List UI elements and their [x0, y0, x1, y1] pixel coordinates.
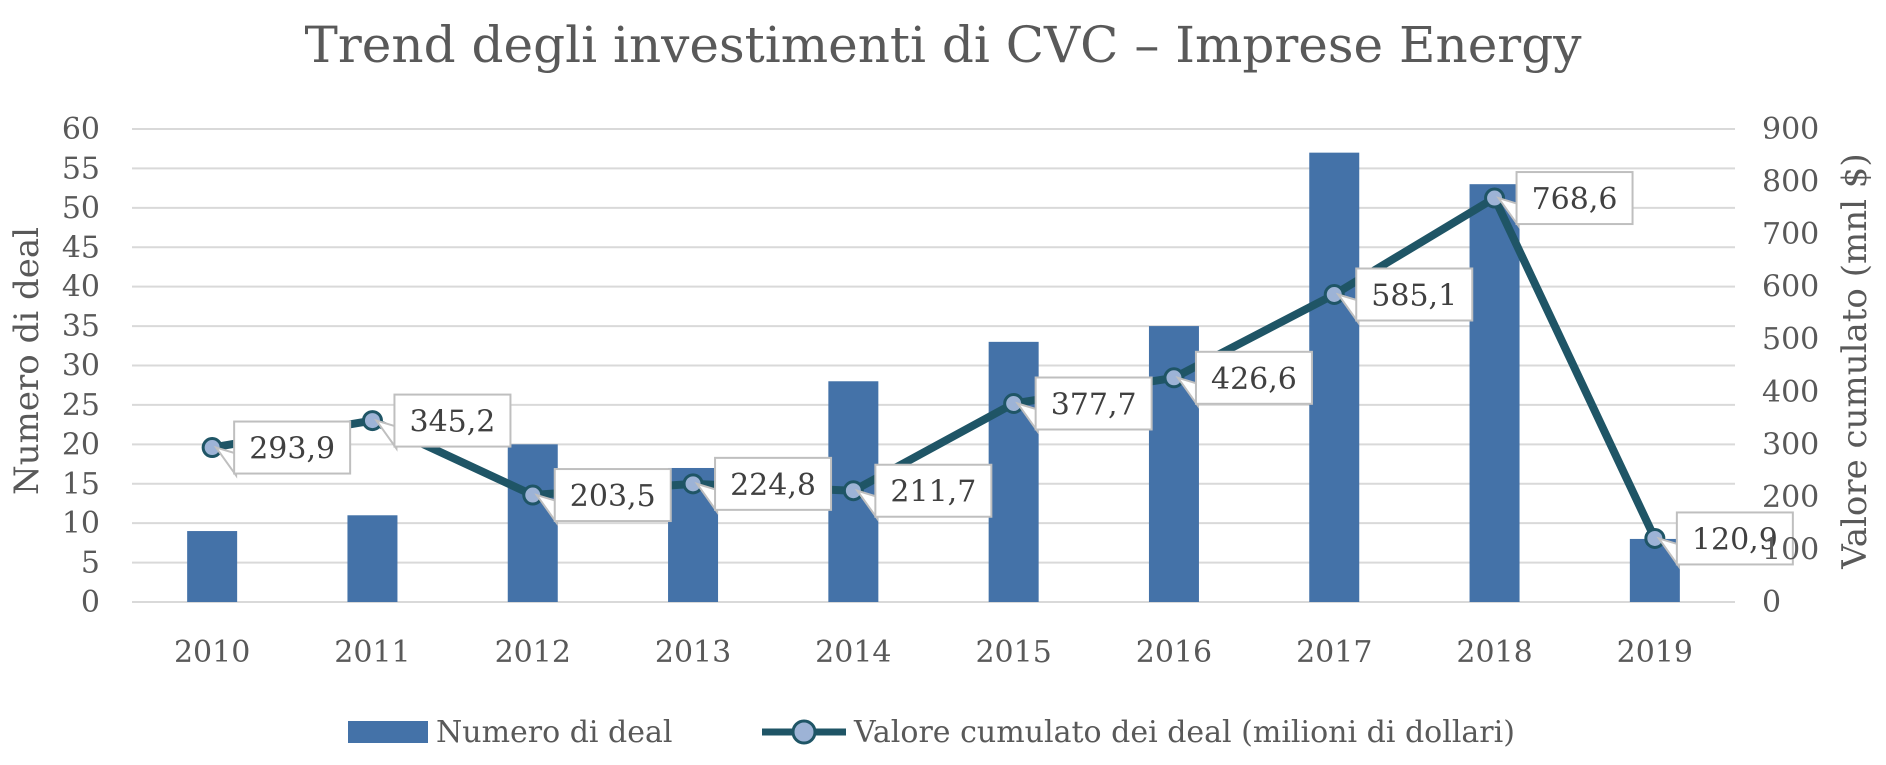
x-tick-label: 2018 — [1456, 635, 1532, 670]
bar — [988, 341, 1039, 602]
left-tick-label: 55 — [62, 151, 100, 186]
left-tick-label: 30 — [62, 349, 100, 384]
x-tick-label: 2011 — [334, 635, 410, 670]
left-tick-label: 45 — [62, 230, 100, 265]
line-point — [1003, 392, 1025, 414]
bar — [507, 444, 558, 602]
bar-series — [187, 152, 1680, 602]
chart-title: Trend degli investimenti di CVC – Impres… — [305, 16, 1583, 74]
line-point — [842, 480, 864, 502]
right-tick-label: 0 — [1762, 585, 1781, 620]
x-axis: 2010 2011 2012 2013 2014 2015 2016 2017 2018 2019 — [174, 635, 1693, 670]
data-label-box — [1194, 350, 1313, 405]
right-tick-label: 300 — [1762, 427, 1819, 462]
line-point — [1163, 367, 1185, 389]
x-tick-label: 2012 — [495, 635, 571, 670]
left-y-axis: 0 5 10 15 20 25 30 35 40 45 50 55 60 — [62, 112, 100, 620]
left-tick-label: 15 — [62, 467, 100, 502]
data-label: 203,5 — [570, 479, 656, 514]
line-point — [522, 484, 544, 506]
legend: Numero di deal Valore cumulato dei deal … — [348, 715, 1515, 750]
data-label: 293,9 — [249, 432, 335, 467]
data-label-box — [233, 420, 352, 475]
line-point — [1323, 283, 1345, 305]
left-tick-label: 25 — [62, 388, 100, 423]
data-label-box — [714, 456, 833, 511]
right-y-axis: 0 100 200 300 400 500 600 700 800 900 — [1762, 112, 1819, 620]
x-tick-label: 2016 — [1136, 635, 1212, 670]
left-tick-label: 0 — [81, 585, 100, 620]
line-point — [201, 437, 223, 459]
line-point — [361, 410, 383, 432]
data-label-box — [1515, 171, 1634, 226]
data-label: 426,6 — [1211, 362, 1297, 397]
x-tick-label: 2014 — [815, 635, 891, 670]
legend-line-label: Valore cumulato dei deal (milioni di dol… — [853, 715, 1515, 750]
right-tick-label: 400 — [1762, 375, 1819, 410]
left-tick-label: 50 — [62, 191, 100, 226]
data-label-box — [393, 393, 512, 448]
right-tick-label: 500 — [1762, 322, 1819, 357]
x-tick-label: 2019 — [1617, 635, 1693, 670]
left-tick-label: 10 — [62, 506, 100, 541]
data-label: 585,1 — [1371, 278, 1457, 313]
left-tick-label: 20 — [62, 427, 100, 462]
data-label: 120,9 — [1692, 522, 1778, 557]
series-line — [208, 194, 1659, 543]
left-tick-label: 35 — [62, 309, 100, 344]
data-label: 345,2 — [410, 405, 496, 440]
line-series — [201, 187, 1666, 549]
data-labels: 293,9 345,2 203,5 224,8 211,7 377,7 426,6 585,1… — [213, 171, 1794, 570]
left-axis-title: Numero di deal — [7, 227, 47, 495]
bar — [1309, 152, 1360, 602]
line-point — [682, 473, 704, 495]
data-label: 377,7 — [1051, 387, 1137, 422]
left-tick-label: 40 — [62, 270, 100, 305]
right-tick-label: 700 — [1762, 217, 1819, 252]
line-point — [1644, 527, 1666, 549]
left-tick-label: 5 — [81, 546, 100, 581]
x-tick-label: 2010 — [174, 635, 250, 670]
right-tick-label: 200 — [1762, 480, 1819, 515]
data-label: 224,8 — [730, 468, 816, 503]
right-tick-label: 800 — [1762, 165, 1819, 200]
data-label-box — [1675, 511, 1794, 566]
data-label-box — [874, 463, 993, 518]
legend-bar-swatch — [348, 721, 428, 743]
bar — [347, 515, 398, 602]
right-tick-label: 900 — [1762, 112, 1819, 147]
bar — [1469, 184, 1520, 602]
legend-line-marker — [791, 719, 817, 745]
data-label-box — [1034, 376, 1153, 431]
data-label: 211,7 — [890, 475, 976, 510]
right-axis-title: Valore cumulato (mnl $) — [1835, 153, 1875, 569]
right-tick-label: 600 — [1762, 270, 1819, 305]
data-label-box — [553, 468, 672, 523]
left-tick-label: 60 — [62, 112, 100, 147]
data-label-box — [1355, 267, 1474, 322]
bar — [187, 531, 238, 602]
x-tick-label: 2015 — [975, 635, 1051, 670]
right-tick-label: 100 — [1762, 532, 1819, 567]
x-tick-label: 2013 — [655, 635, 731, 670]
x-tick-label: 2017 — [1296, 635, 1372, 670]
line-point — [1484, 187, 1506, 209]
legend-bar-label: Numero di deal — [436, 715, 672, 750]
data-label: 768,6 — [1532, 182, 1618, 217]
